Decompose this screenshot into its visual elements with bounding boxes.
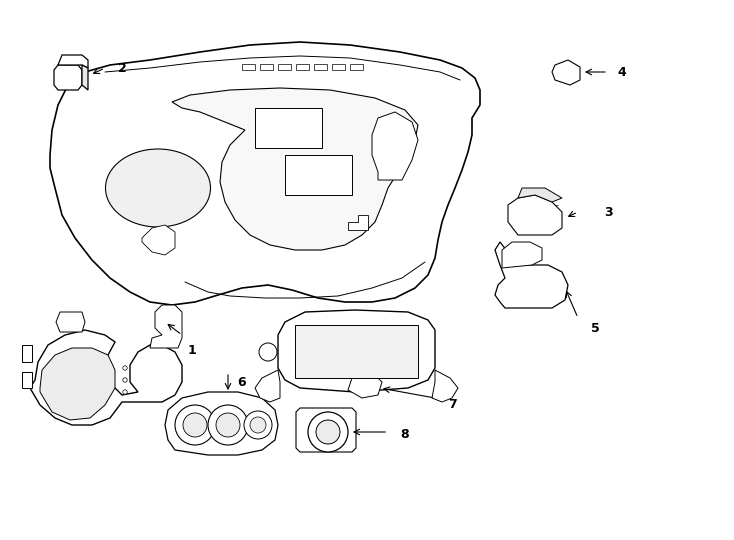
Circle shape	[183, 413, 207, 437]
Polygon shape	[348, 215, 368, 230]
Polygon shape	[22, 345, 32, 362]
Text: 4: 4	[617, 65, 626, 78]
Circle shape	[123, 366, 127, 370]
Polygon shape	[552, 60, 580, 85]
Polygon shape	[278, 310, 435, 392]
Polygon shape	[350, 64, 363, 70]
Text: 1: 1	[188, 343, 197, 356]
Polygon shape	[30, 330, 182, 425]
Polygon shape	[278, 64, 291, 70]
Polygon shape	[22, 372, 32, 388]
Polygon shape	[502, 242, 542, 268]
Circle shape	[123, 390, 127, 394]
Text: 2: 2	[117, 62, 126, 75]
Polygon shape	[372, 112, 418, 180]
Circle shape	[259, 343, 277, 361]
Polygon shape	[348, 375, 382, 398]
Polygon shape	[495, 242, 568, 308]
Polygon shape	[285, 155, 352, 195]
Text: 8: 8	[401, 429, 410, 442]
Polygon shape	[242, 64, 255, 70]
Polygon shape	[255, 108, 322, 148]
Polygon shape	[255, 370, 280, 402]
Polygon shape	[296, 408, 356, 452]
Polygon shape	[54, 65, 82, 90]
Polygon shape	[296, 64, 309, 70]
Circle shape	[175, 405, 215, 445]
Polygon shape	[82, 65, 88, 90]
Circle shape	[208, 405, 248, 445]
Ellipse shape	[106, 149, 211, 227]
Text: 3: 3	[603, 206, 612, 219]
Polygon shape	[50, 42, 480, 305]
Polygon shape	[165, 392, 278, 455]
Circle shape	[244, 411, 272, 439]
Polygon shape	[150, 305, 182, 348]
Polygon shape	[508, 195, 562, 235]
Polygon shape	[142, 225, 175, 255]
Polygon shape	[260, 64, 273, 70]
Polygon shape	[58, 55, 88, 68]
Text: 5: 5	[591, 321, 600, 334]
Polygon shape	[40, 348, 115, 420]
Polygon shape	[314, 64, 327, 70]
Circle shape	[308, 412, 348, 452]
Polygon shape	[518, 188, 562, 202]
Circle shape	[250, 417, 266, 433]
Polygon shape	[432, 370, 458, 402]
Circle shape	[123, 378, 127, 382]
Circle shape	[316, 420, 340, 444]
Polygon shape	[172, 88, 418, 250]
Text: 6: 6	[238, 375, 247, 388]
Text: 7: 7	[448, 399, 457, 411]
Polygon shape	[295, 325, 418, 378]
Circle shape	[216, 413, 240, 437]
Polygon shape	[56, 312, 85, 332]
Polygon shape	[332, 64, 345, 70]
